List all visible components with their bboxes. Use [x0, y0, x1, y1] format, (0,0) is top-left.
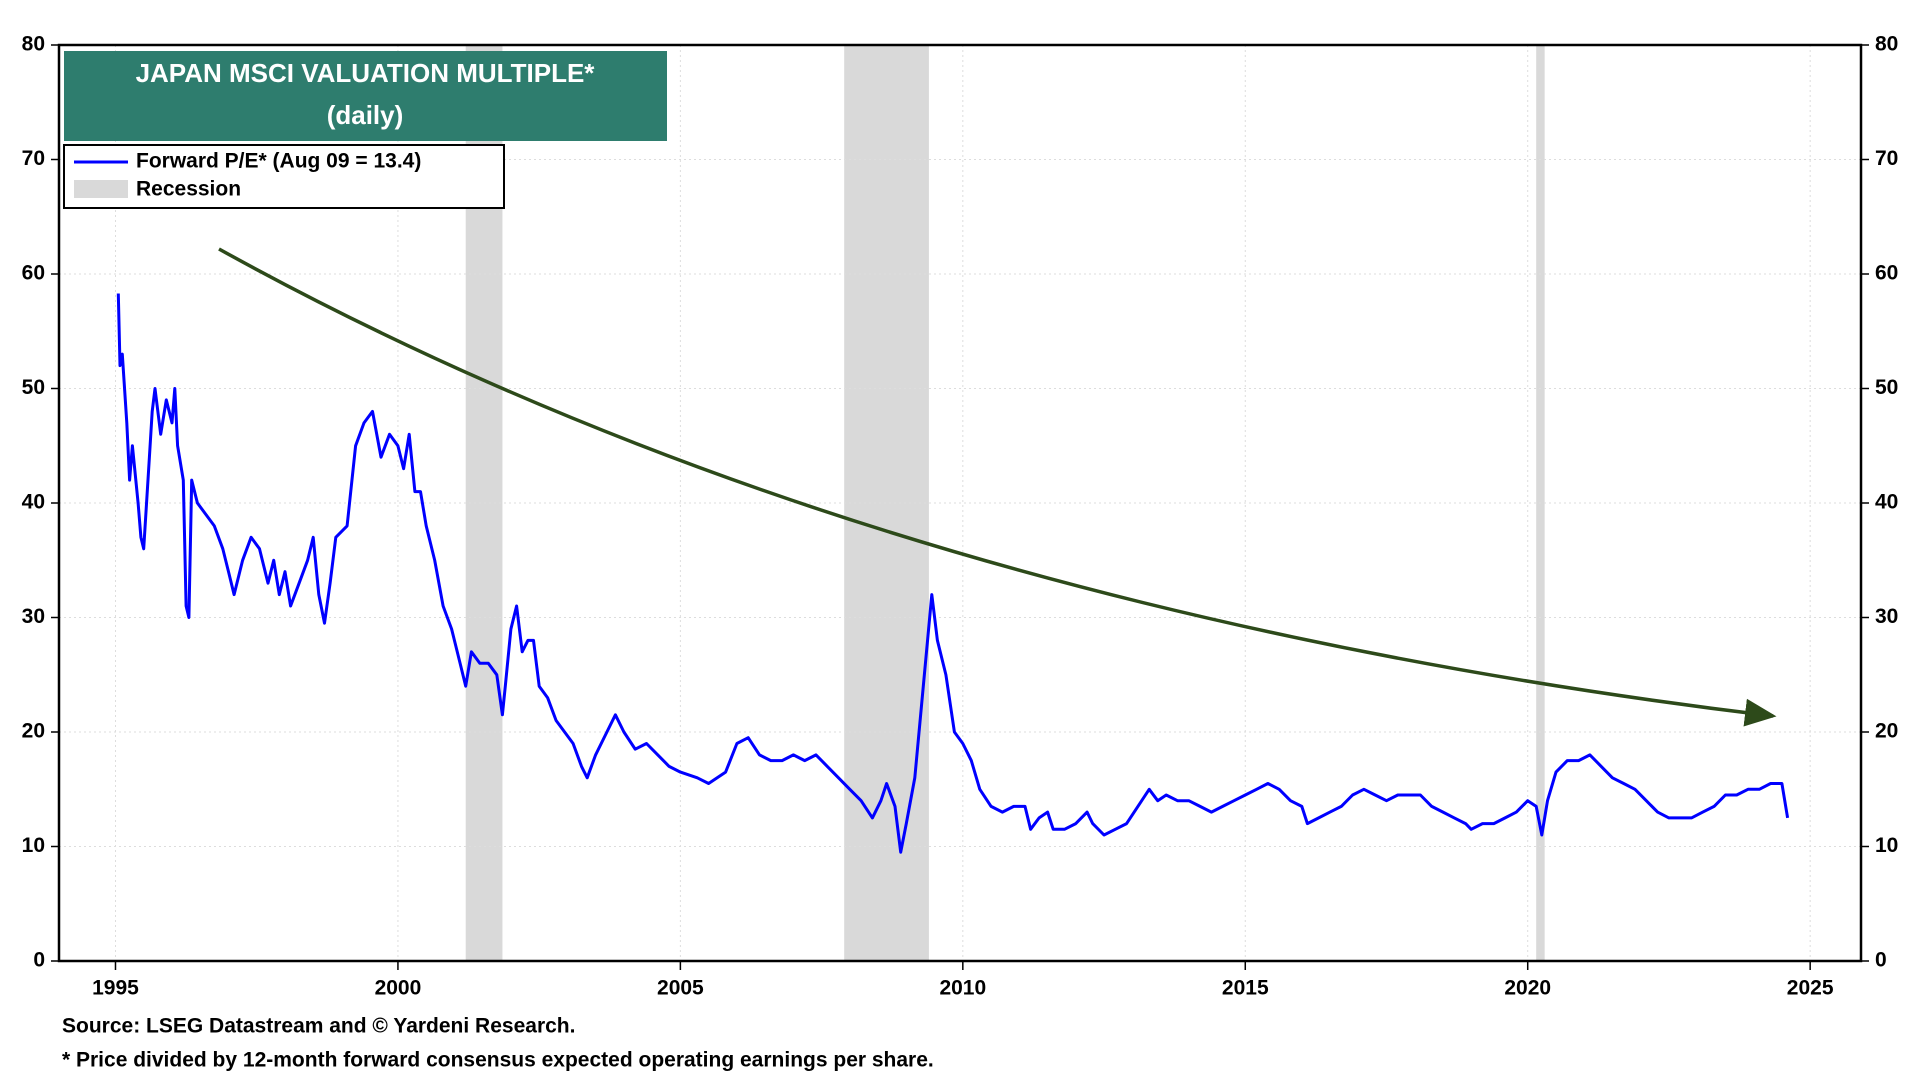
x-tick-label: 1995 — [92, 977, 139, 1000]
x-tick-label: 2015 — [1222, 977, 1269, 1000]
chart-subtitle: (daily) — [327, 100, 404, 130]
legend-box — [63, 144, 505, 209]
chart-title: JAPAN MSCI VALUATION MULTIPLE* — [136, 58, 596, 88]
y2-tick-label: 60 — [1875, 262, 1898, 285]
legend-label: Recession — [136, 178, 241, 201]
y-tick-label: 50 — [22, 376, 45, 399]
recession-band — [844, 45, 929, 961]
y-tick-label: 70 — [22, 147, 45, 170]
footnote: * Price divided by 12-month forward cons… — [62, 1049, 934, 1072]
y2-tick-label: 50 — [1875, 376, 1898, 399]
y2-tick-label: 80 — [1875, 33, 1898, 56]
x-tick-label: 2025 — [1787, 977, 1834, 1000]
x-tick-label: 2020 — [1504, 977, 1551, 1000]
y2-tick-label: 40 — [1875, 491, 1898, 514]
x-tick-label: 2005 — [657, 977, 704, 1000]
title-box — [64, 51, 667, 141]
y-tick-label: 40 — [22, 491, 45, 514]
y-tick-label: 10 — [22, 834, 45, 857]
y-tick-label: 0 — [33, 949, 45, 972]
y2-tick-label: 70 — [1875, 147, 1898, 170]
y-tick-label: 30 — [22, 605, 45, 628]
trend-arrow — [218, 247, 1777, 727]
y-tick-label: 80 — [22, 33, 45, 56]
y-tick-label: 20 — [22, 720, 45, 743]
y-tick-label: 60 — [22, 262, 45, 285]
x-tick-label: 2010 — [939, 977, 986, 1000]
plot-frame — [57, 43, 1863, 963]
legend-swatch — [74, 180, 128, 198]
y2-tick-label: 10 — [1875, 834, 1898, 857]
series-line — [116, 293, 1790, 854]
y2-tick-label: 30 — [1875, 605, 1898, 628]
source-note: Source: LSEG Datastream and © Yardeni Re… — [62, 1015, 575, 1038]
legend-label: Forward P/E* (Aug 09 = 13.4) — [136, 150, 421, 173]
x-tick-label: 2000 — [375, 977, 422, 1000]
y2-tick-label: 0 — [1875, 949, 1887, 972]
y2-tick-label: 20 — [1875, 720, 1898, 743]
